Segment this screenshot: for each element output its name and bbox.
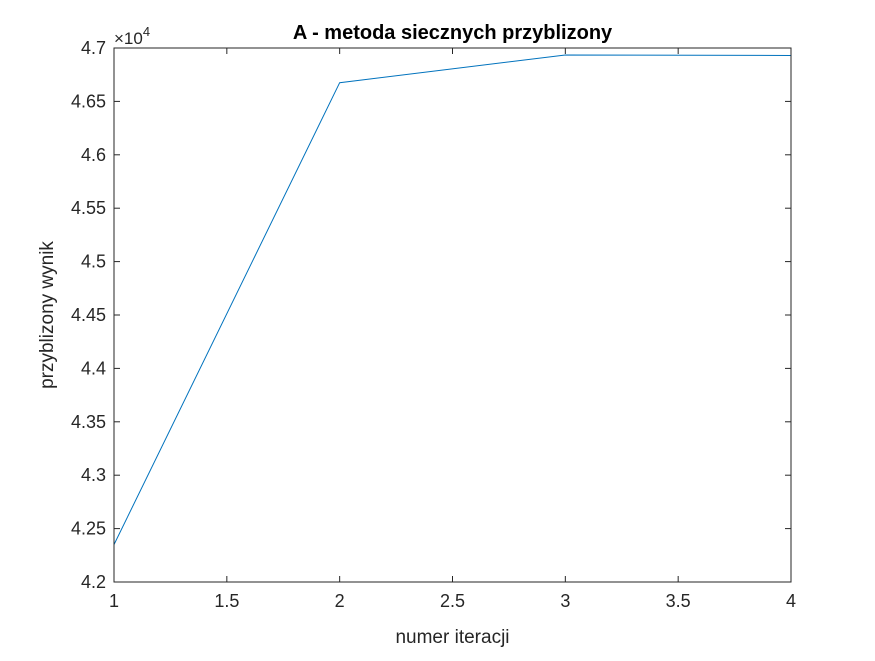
x-axis-label: numer iteracji: [395, 627, 509, 648]
y-tick-label: 4.6: [81, 145, 106, 165]
y-tick-label: 4.2: [81, 572, 106, 592]
ticks-layer: 1 1.5 2 2.5 3 3.5 4 4.2 4.25 4.3 4.35 4.4 4.45 4.5 4.5…: [71, 38, 796, 611]
x-tick-label: 1.5: [214, 591, 239, 611]
x-tick-label: 2: [335, 591, 345, 611]
y-exponent-label: ×104: [114, 24, 150, 48]
y-tick-label: 4.5: [81, 252, 106, 272]
y-tick-label: 4.45: [71, 305, 106, 325]
series-line: [113, 54, 792, 545]
x-tick-label: 3.5: [666, 591, 691, 611]
chart-title: A - metoda siecznych przyblizony: [293, 22, 613, 44]
y-exponent-base: ×10: [114, 29, 143, 48]
series-layer: [113, 54, 792, 545]
x-tick-label: 4: [786, 591, 796, 611]
y-tick-label: 4.65: [71, 91, 106, 111]
axes-box: [113, 47, 792, 583]
x-tick-label: 3: [560, 591, 570, 611]
x-tick-label: 2.5: [440, 591, 465, 611]
y-tick-label: 4.55: [71, 198, 106, 218]
y-axis-label: przyblizony wynik: [37, 241, 58, 389]
y-tick-label: 4.7: [81, 38, 106, 58]
x-tick-label: 1: [109, 591, 119, 611]
y-tick-label: 4.25: [71, 519, 106, 539]
plot-area-background: [114, 48, 791, 582]
y-tick-label: 4.35: [71, 412, 106, 432]
y-exponent-power: 4: [143, 24, 150, 39]
y-tick-label: 4.3: [81, 465, 106, 485]
y-tick-label: 4.4: [81, 358, 106, 378]
